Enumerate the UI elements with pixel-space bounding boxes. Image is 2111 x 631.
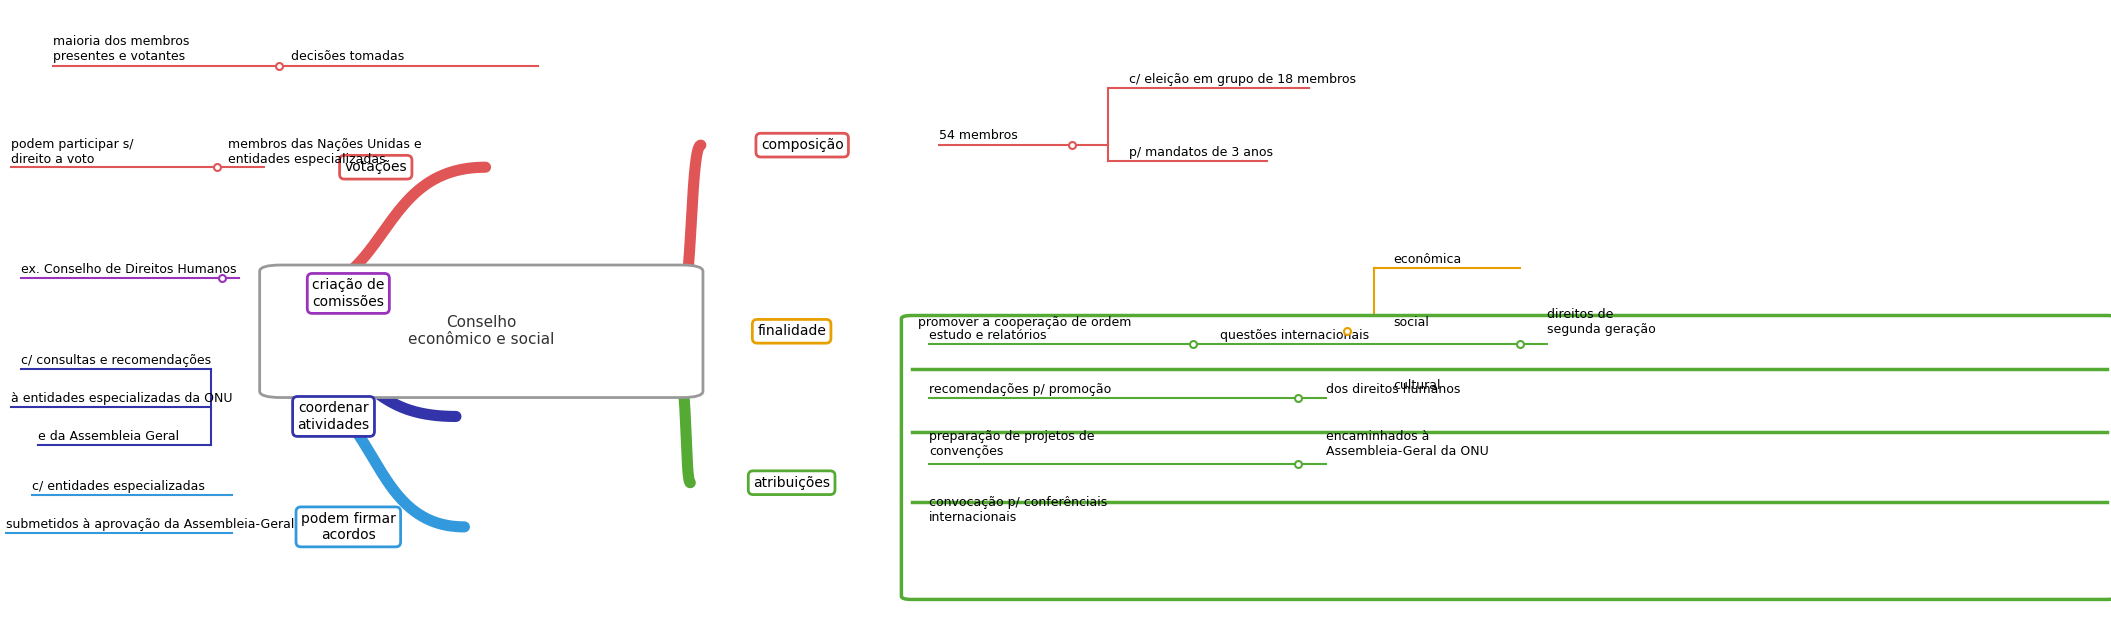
FancyBboxPatch shape [260,265,703,398]
Text: c/ eleição em grupo de 18 membros: c/ eleição em grupo de 18 membros [1129,73,1357,86]
Text: atribuições: atribuições [754,476,830,490]
Text: c/ consultas e recomendações: c/ consultas e recomendações [21,354,211,367]
Text: coordenar
atividades: coordenar atividades [298,401,369,432]
Text: e da Assembleia Geral: e da Assembleia Geral [38,430,179,443]
Text: 54 membros: 54 membros [939,129,1018,142]
Text: social: social [1393,316,1429,329]
Text: estudo e relatórios: estudo e relatórios [929,329,1047,342]
Text: decisões tomadas: decisões tomadas [291,50,405,63]
Text: econômica: econômica [1393,253,1461,266]
Text: criação de
comissões: criação de comissões [312,278,384,309]
Text: encaminhados à
Assembleia-Geral da ONU: encaminhados à Assembleia-Geral da ONU [1326,430,1488,458]
Text: direitos de
segunda geração: direitos de segunda geração [1547,309,1657,336]
Text: p/ mandatos de 3 anos: p/ mandatos de 3 anos [1129,146,1273,159]
Text: dos direitos humanos: dos direitos humanos [1326,382,1461,396]
Text: convocação p/ conferênciais
internacionais: convocação p/ conferênciais internaciona… [929,497,1106,524]
Text: votações: votações [344,160,407,174]
Text: à entidades especializadas da ONU: à entidades especializadas da ONU [11,392,232,405]
Text: podem participar s/
direito a voto: podem participar s/ direito a voto [11,138,133,166]
Text: Conselho
econômico e social: Conselho econômico e social [407,315,555,348]
Text: podem firmar
acordos: podem firmar acordos [302,512,395,542]
Text: cultural: cultural [1393,379,1442,392]
Text: composição: composição [760,138,844,152]
Text: recomendações p/ promoção: recomendações p/ promoção [929,382,1110,396]
Text: promover a cooperação de ordem: promover a cooperação de ordem [918,316,1131,329]
Text: membros das Nações Unidas e
entidades especializadas: membros das Nações Unidas e entidades es… [228,138,422,166]
Text: ex. Conselho de Direitos Humanos: ex. Conselho de Direitos Humanos [21,262,236,276]
Text: questões internacionais: questões internacionais [1220,329,1370,342]
Text: c/ entidades especializadas: c/ entidades especializadas [32,480,205,493]
Text: maioria dos membros
presentes e votantes: maioria dos membros presentes e votantes [53,35,190,63]
FancyBboxPatch shape [901,316,2111,599]
Text: submetidos à aprovação da Assembleia-Geral: submetidos à aprovação da Assembleia-Ger… [6,518,296,531]
Text: finalidade: finalidade [758,324,825,338]
Text: preparação de projetos de
convenções: preparação de projetos de convenções [929,430,1093,458]
